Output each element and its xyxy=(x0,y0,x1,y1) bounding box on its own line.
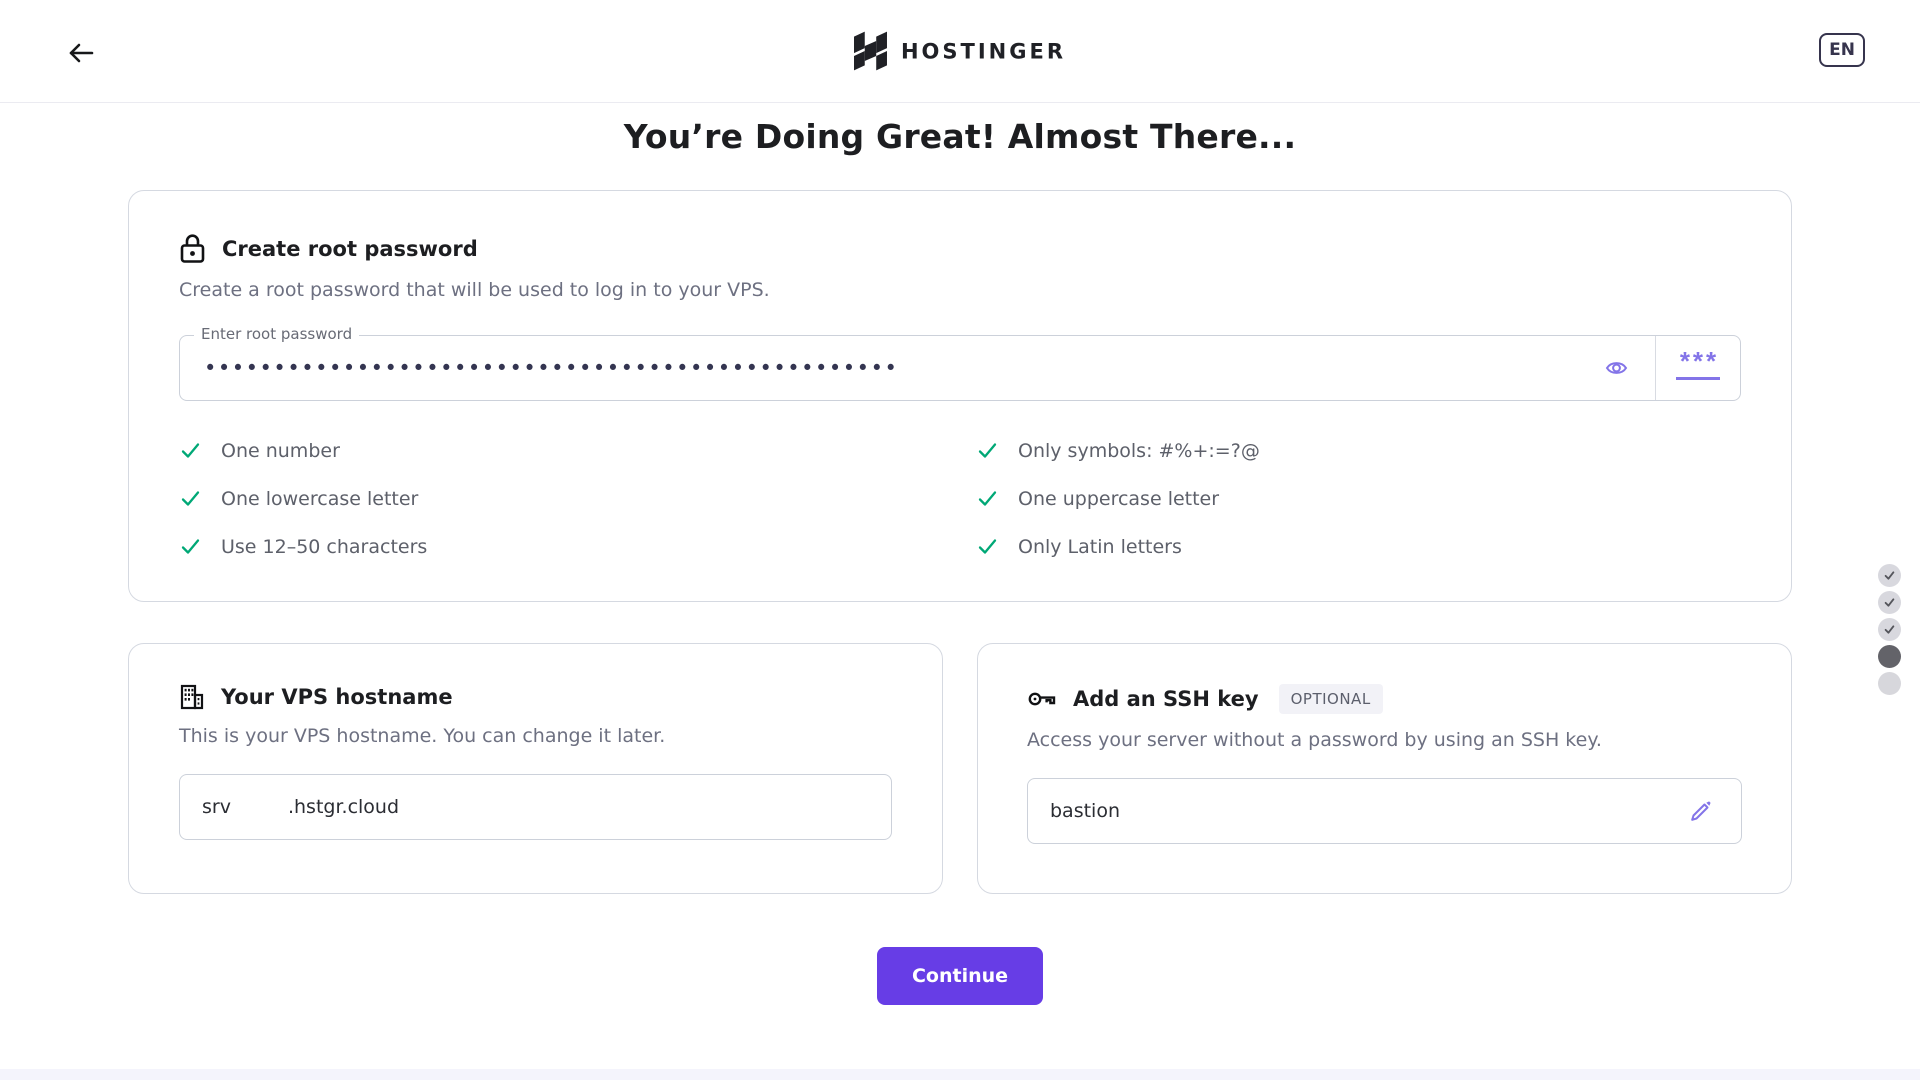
generate-password-button[interactable]: *** xyxy=(1656,336,1740,400)
hostname-suffix: .hstgr.cloud xyxy=(287,796,400,818)
input-divider xyxy=(1655,336,1656,400)
eye-icon xyxy=(1605,362,1627,374)
rule-length: Use 12–50 characters xyxy=(179,535,976,558)
step-check-icon xyxy=(1884,625,1895,634)
generate-password-icon: *** xyxy=(1675,348,1721,380)
step-circle-current xyxy=(1878,645,1901,668)
vps-hostname-card: Your VPS hostname This is your VPS hostn… xyxy=(128,643,943,894)
check-icon xyxy=(978,443,997,458)
create-root-password-card: Create root password Create a root passw… xyxy=(128,190,1792,602)
root-password-field: Enter root password ••••••••••••••••••••… xyxy=(179,325,1741,401)
rule-label: Only symbols: #%+:=?@ xyxy=(1018,439,1260,462)
password-card-description: Create a root password that will be used… xyxy=(179,279,770,301)
rule-label: One lowercase letter xyxy=(221,487,419,510)
top-bar: HOSTINGER EN xyxy=(0,0,1920,103)
rule-one-uppercase: One uppercase letter xyxy=(976,487,1741,510)
ssh-key-card: Add an SSH key OPTIONAL Access your serv… xyxy=(977,643,1792,894)
pencil-icon xyxy=(1691,801,1711,821)
password-card-title: Create root password xyxy=(222,236,478,261)
progress-stepper xyxy=(1878,564,1901,695)
back-button[interactable] xyxy=(64,36,98,70)
check-icon xyxy=(181,491,200,506)
step-circle-done xyxy=(1878,591,1901,614)
step-check-icon xyxy=(1884,598,1895,607)
optional-badge: OPTIONAL xyxy=(1278,684,1383,714)
page-title: You’re Doing Great! Almost There... xyxy=(623,117,1297,156)
hostname-prefix: srv xyxy=(202,796,231,818)
rule-one-number: One number xyxy=(179,439,976,462)
rule-label: Only Latin letters xyxy=(1018,535,1182,558)
hostname-card-header: Your VPS hostname xyxy=(179,684,892,710)
hostname-card-title: Your VPS hostname xyxy=(221,685,453,709)
toggle-password-visibility-button[interactable] xyxy=(1577,336,1655,400)
password-card-header: Create root password xyxy=(179,233,1741,264)
hostname-input[interactable]: srv .hstgr.cloud xyxy=(179,774,892,840)
step-circle-done xyxy=(1878,618,1901,641)
footer-accent-bar xyxy=(0,1069,1920,1080)
password-rules-list: One number Only symbols: #%+:=?@ One low… xyxy=(179,439,1741,558)
rule-label: Use 12–50 characters xyxy=(221,535,428,558)
check-icon xyxy=(978,539,997,554)
brand-name: HOSTINGER xyxy=(900,39,1067,63)
root-password-input[interactable]: ••••••••••••••••••••••••••••••••••••••••… xyxy=(204,356,899,380)
rule-label: One number xyxy=(221,439,340,462)
key-icon xyxy=(1027,687,1057,711)
hostname-card-description: This is your VPS hostname. You can chang… xyxy=(179,725,666,747)
arrow-left-icon xyxy=(69,43,94,63)
step-circle-upcoming xyxy=(1878,672,1901,695)
rule-one-lowercase: One lowercase letter xyxy=(179,487,976,510)
ssh-key-value: bastion xyxy=(1050,800,1120,822)
hostinger-h-icon xyxy=(853,31,887,71)
check-icon xyxy=(978,491,997,506)
rule-latin-letters: Only Latin letters xyxy=(976,535,1741,558)
edit-ssh-key-button[interactable] xyxy=(1683,793,1719,829)
continue-button[interactable]: Continue xyxy=(877,947,1043,1005)
brand-logo: HOSTINGER xyxy=(853,31,1067,71)
ssh-key-input[interactable]: bastion xyxy=(1027,778,1742,844)
ssh-card-description: Access your server without a password by… xyxy=(1027,729,1602,751)
check-icon xyxy=(181,539,200,554)
step-check-icon xyxy=(1884,571,1895,580)
check-icon xyxy=(181,443,200,458)
ssh-card-header: Add an SSH key OPTIONAL xyxy=(1027,684,1742,714)
rule-only-symbols: Only symbols: #%+:=?@ xyxy=(976,439,1741,462)
rule-label: One uppercase letter xyxy=(1018,487,1220,510)
lock-icon xyxy=(179,233,206,264)
language-button[interactable]: EN xyxy=(1819,33,1865,67)
building-icon xyxy=(179,684,205,710)
step-circle-done xyxy=(1878,564,1901,587)
hostname-editable-area[interactable] xyxy=(231,792,288,822)
ssh-card-title: Add an SSH key xyxy=(1073,687,1259,711)
root-password-label: Enter root password xyxy=(194,325,360,343)
